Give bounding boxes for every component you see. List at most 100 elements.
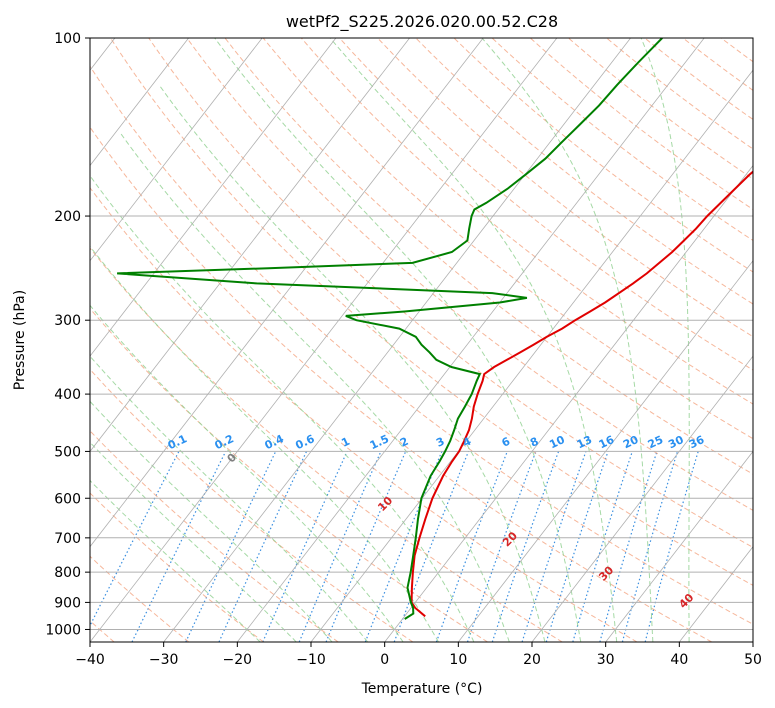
mixing-ratio-line (364, 451, 443, 642)
y-axis-title: Pressure (hPa) (12, 290, 28, 390)
x-tick-label: −10 (296, 652, 326, 668)
dry-adiabat-line (262, 38, 753, 440)
moist-adiabat-line (158, 84, 546, 642)
x-tick-label: 30 (597, 652, 615, 668)
isotherm-line (90, 38, 410, 453)
moist-adiabat-line (640, 38, 690, 642)
dry-adiabat-line (90, 430, 339, 642)
moist-adiabat-label: 30 (596, 563, 616, 583)
dry-adiabat-line (529, 38, 753, 211)
mixing-ratio-label: 16 (597, 433, 617, 451)
x-tick-label: 10 (449, 652, 467, 668)
mixing-ratio-label: 0.6 (293, 432, 316, 452)
x-tick-label: 20 (523, 652, 541, 668)
mixing-ratio-line (466, 451, 537, 642)
y-tick-label: 700 (54, 531, 81, 547)
mixing-ratio-line (218, 451, 308, 642)
mixing-ratio-line (325, 451, 407, 642)
moist-adiabat-line (90, 304, 404, 642)
mixing-ratio-label: 25 (646, 433, 665, 451)
dry-adiabat-line (186, 38, 753, 511)
mixing-ratio-line (131, 451, 227, 642)
dry-adiabat-label: -10 (64, 408, 87, 431)
moist-adiabat-line (329, 38, 618, 642)
y-tick-label: 1000 (45, 622, 81, 638)
mixing-ratio-label: 2 (398, 435, 410, 450)
x-tick-label: −20 (223, 652, 253, 668)
isotherm-line (90, 38, 558, 642)
dry-adiabat-line (606, 38, 753, 150)
isotherm-line (90, 38, 484, 548)
mixing-ratio-line (644, 451, 699, 642)
y-axis: 100 200 300 400 500 600 700 800 900 1000 (45, 31, 90, 638)
mixing-ratio-label: 0.4 (263, 432, 286, 452)
plot-frame (89, 37, 754, 643)
dry-adiabat-line (491, 38, 753, 242)
plot-area: -100-90-80-70-60-50-40-30-20-100.10.20.4… (64, 38, 753, 642)
isotherm-line (236, 38, 705, 642)
mixing-ratio-label: 0.2 (213, 432, 236, 452)
dry-adiabat-line (110, 38, 753, 586)
dry-adiabat-line (90, 65, 753, 625)
dry-adiabat-line (90, 247, 563, 642)
mixing-ratio-label: 36 (687, 433, 707, 451)
mixing-ratio-label: 20 (621, 433, 641, 451)
isotherm-line (752, 641, 753, 642)
mixing-ratio-line (491, 451, 560, 642)
x-tick-label: 50 (744, 652, 762, 668)
mixing-ratio-label: 0.1 (166, 432, 189, 452)
dry-adiabat-line (90, 368, 414, 642)
temperature-profile-line (410, 170, 753, 618)
x-axis: −40 −30 −20 −10 0 10 20 30 40 50 (75, 642, 762, 668)
moist-adiabat-line (90, 174, 475, 642)
mixing-ratio-label: 10 (547, 433, 567, 451)
x-tick-label: −30 (149, 652, 179, 668)
isotherm-line (457, 260, 753, 642)
dry-adiabat-line (644, 38, 753, 121)
isotherm-line (90, 38, 189, 167)
dry-adiabat-line (415, 38, 753, 305)
dry-adiabat-line (300, 38, 753, 405)
mixing-ratio-line (545, 451, 609, 642)
isotherm-line (163, 38, 631, 642)
mixing-ratio-line (393, 451, 470, 642)
isotherm-line (310, 69, 753, 642)
y-tick-label: 300 (54, 313, 81, 329)
dry-adiabat-line (90, 307, 488, 642)
mixing-ratio-label: 1 (339, 435, 351, 450)
mixing-ratio-label: 30 (666, 433, 686, 451)
mixing-ratio-line (298, 451, 382, 642)
moist-adiabat-line (90, 400, 333, 642)
moist-adiabat-label: 0 (225, 450, 240, 465)
y-tick-label: 800 (54, 565, 81, 581)
x-axis-title: Temperature (°C) (361, 681, 483, 697)
dewpoint-profile-line (117, 38, 663, 620)
mixing-ratio-label: 1.5 (368, 432, 391, 452)
x-tick-label: −40 (75, 652, 105, 668)
mixing-ratio-label: 6 (500, 435, 513, 450)
dry-adiabat-line (453, 38, 753, 273)
x-tick-label: 0 (380, 652, 389, 668)
dry-adiabat-line (720, 38, 753, 63)
moist-adiabat-line (120, 133, 510, 642)
mixing-ratio-label: 3 (434, 435, 446, 450)
isotherm-line (90, 38, 337, 357)
mixing-ratio-line (621, 451, 679, 642)
x-tick-label: 40 (670, 652, 688, 668)
y-tick-label: 200 (54, 209, 81, 225)
isotherm-line (531, 355, 753, 642)
chart-title: wetPf2_S225.2026.020.00.52.C28 (286, 12, 558, 32)
mixing-ratio-line (572, 451, 633, 642)
isotherm-line (90, 38, 263, 262)
moist-adiabat-label: 10 (375, 494, 395, 514)
y-tick-label: 900 (54, 595, 81, 611)
dry-adiabat-line (682, 38, 753, 91)
isotherm-line (605, 450, 753, 642)
moist-adiabat-line (90, 245, 439, 642)
mixing-ratio-line (435, 451, 508, 642)
y-tick-label: 500 (54, 444, 81, 460)
dry-adiabat-line (568, 38, 753, 180)
moist-adiabat-line (90, 355, 369, 642)
mixing-ratio-line (521, 451, 587, 642)
